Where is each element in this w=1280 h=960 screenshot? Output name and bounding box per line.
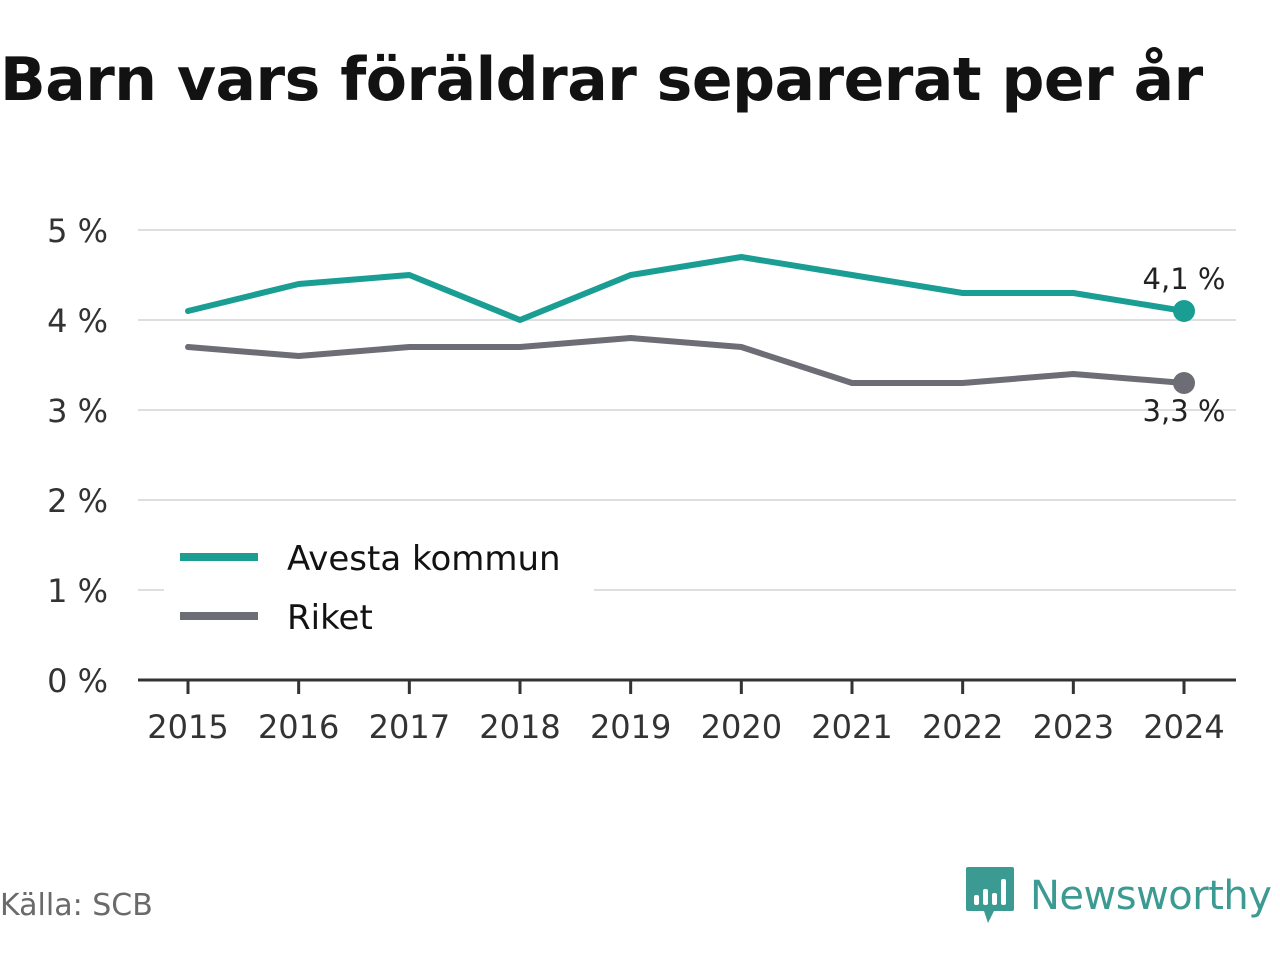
x-tick-label: 2018 <box>479 708 560 746</box>
x-tick-label: 2015 <box>147 708 228 746</box>
brand-name: Newsworthy <box>1030 873 1272 919</box>
legend-label-1: Riket <box>287 598 373 638</box>
newsworthy-logo-icon <box>966 867 1014 923</box>
series-end-marker-1 <box>1173 372 1195 394</box>
x-axis <box>138 678 1236 694</box>
source-note: Källa: SCB <box>0 888 153 923</box>
series-end-marker-0 <box>1173 300 1195 322</box>
x-axis-tick-labels: 2015 2016 2017 2018 2019 2020 2021 2022 2023 2024 <box>147 708 1224 746</box>
y-axis-tick-labels: 0 % 1 % 2 % 3 % 4 % 5 % <box>47 212 108 700</box>
y-tick-label: 0 % <box>47 662 108 700</box>
legend-label-0: Avesta kommun <box>287 539 561 579</box>
x-tick-label: 2017 <box>369 708 450 746</box>
x-tick-label: 2020 <box>701 708 782 746</box>
brand: Newsworthy <box>964 864 1272 928</box>
x-tick-label: 2023 <box>1033 708 1114 746</box>
legend: Avesta kommun Riket <box>164 528 594 644</box>
series-lines <box>185 254 1195 394</box>
y-tick-label: 4 % <box>47 302 108 340</box>
y-tick-label: 2 % <box>47 482 108 520</box>
x-tick-label: 2016 <box>258 708 339 746</box>
end-value-labels: 4,1 % 3,3 % <box>1143 262 1226 428</box>
line-chart: 0 %1 %2 %3 %4 %5 % 2015 2016 2017 2018 2019 2… <box>47 212 1236 746</box>
series-line-1 <box>185 335 1187 386</box>
y-tick-label: 3 % <box>47 392 108 430</box>
x-tick-label: 2019 <box>590 708 671 746</box>
y-tick-label: 5 % <box>47 212 108 250</box>
end-label-1: 3,3 % <box>1143 394 1226 428</box>
y-tick-label: 1 % <box>47 572 108 610</box>
chart-title: Barn vars föräldrar separerat per år <box>0 45 1203 115</box>
x-tick-label: 2024 <box>1143 708 1224 746</box>
x-tick-label: 2021 <box>811 708 892 746</box>
legend-background <box>164 528 594 644</box>
x-tick-label: 2022 <box>922 708 1003 746</box>
end-label-0: 4,1 % <box>1143 262 1226 296</box>
series-line-0 <box>185 254 1187 323</box>
